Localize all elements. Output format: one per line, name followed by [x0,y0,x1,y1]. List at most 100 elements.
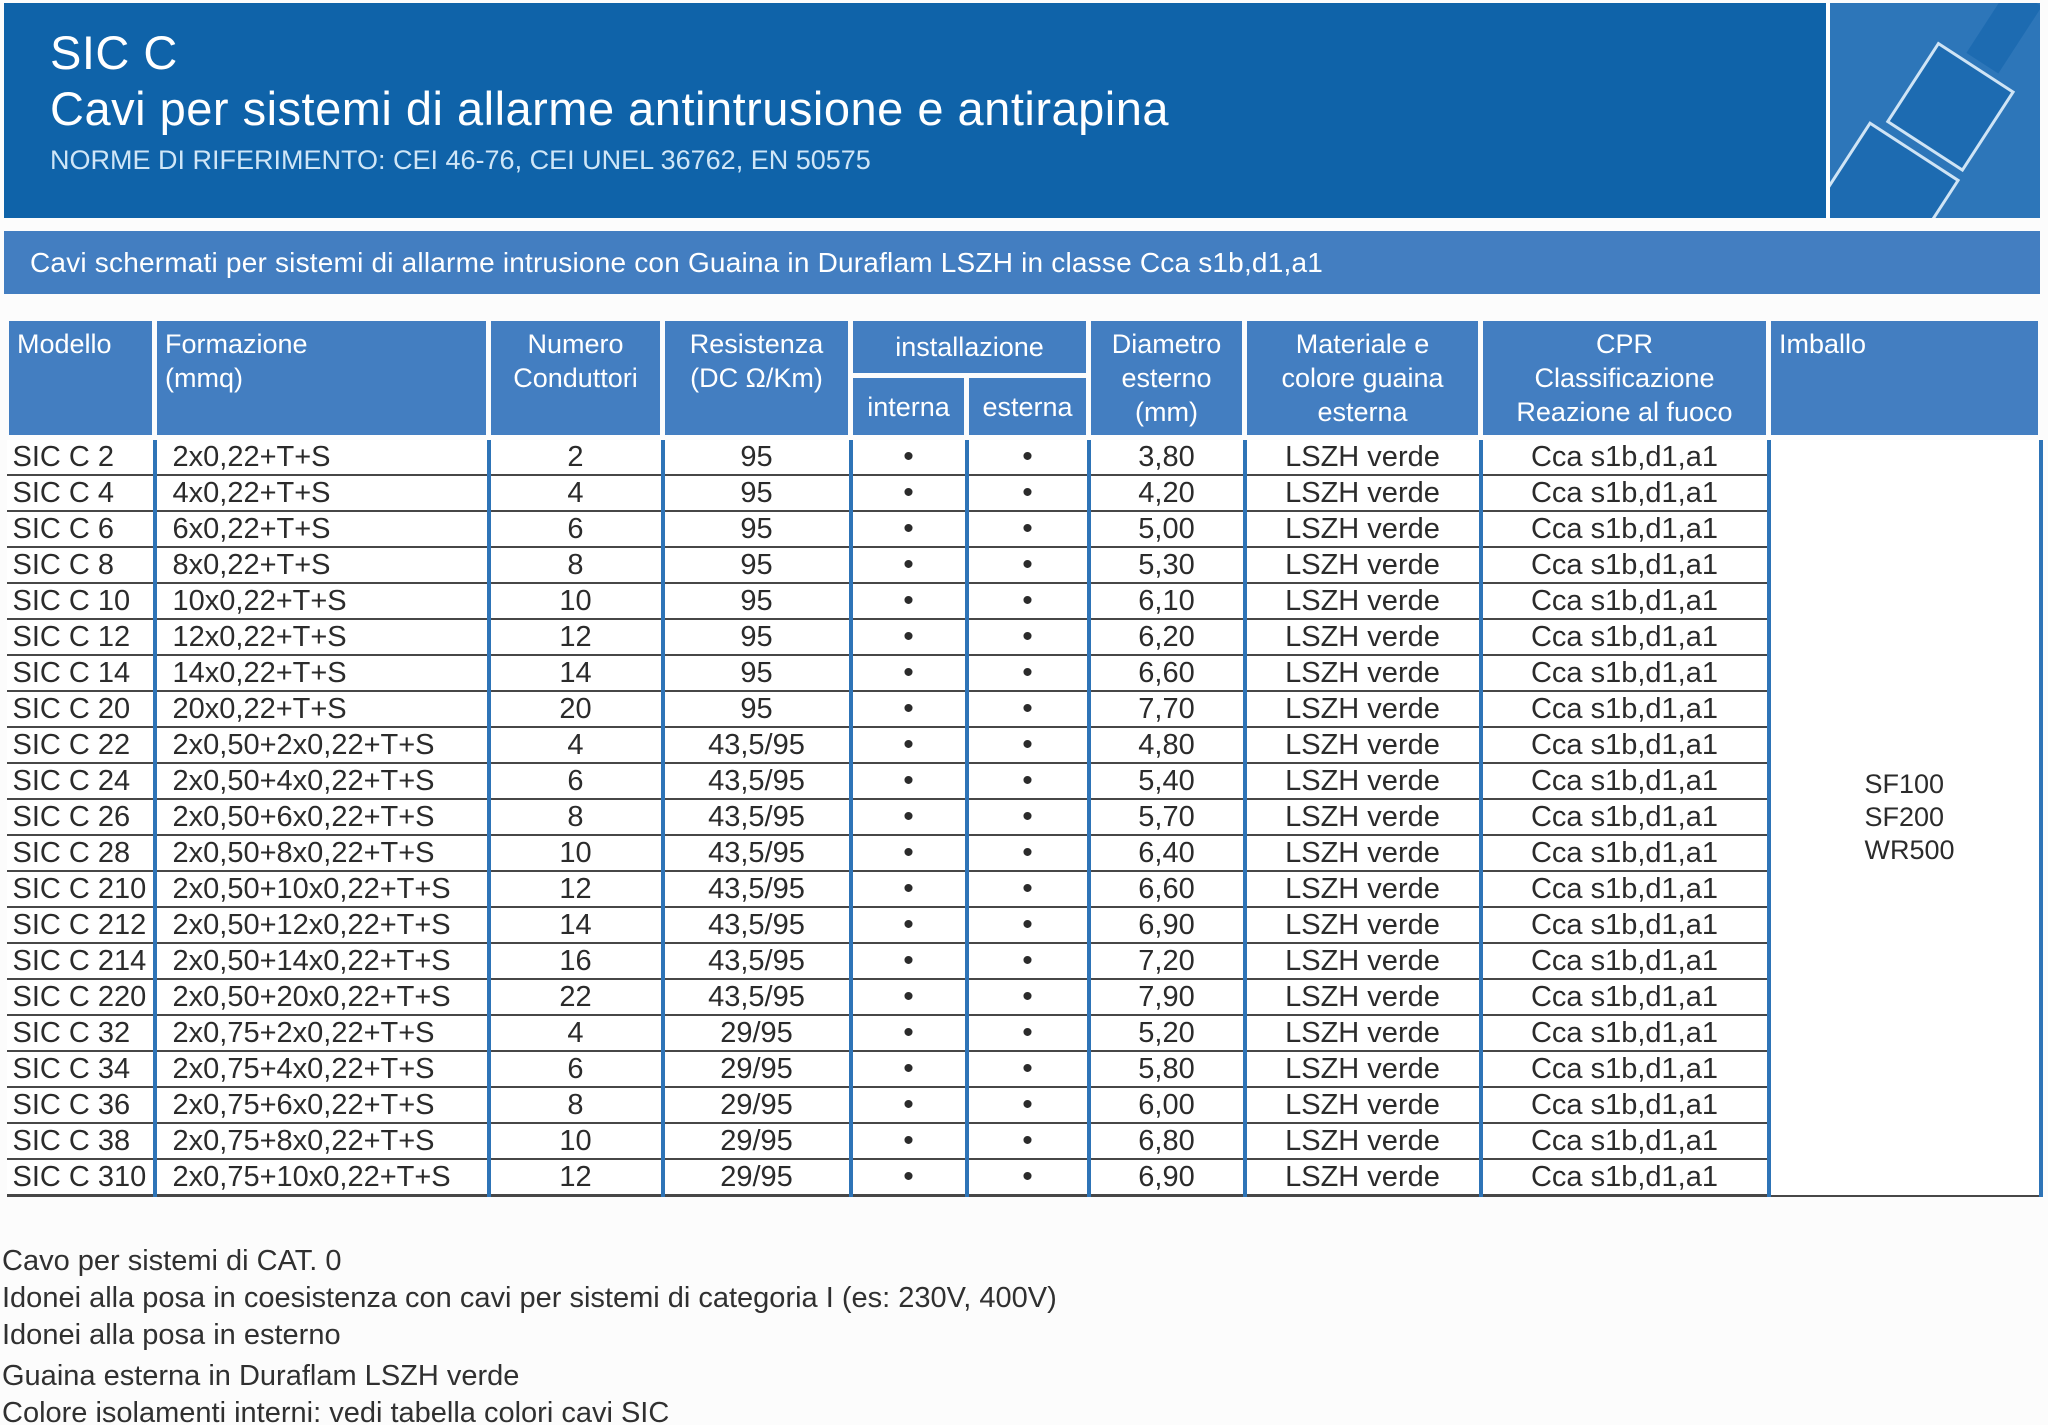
model-cell: SIC C 26 [6,799,157,836]
col-header-materiale: Materiale e colore guaina esterna [1242,316,1483,440]
model-cell: SIC C 310 [6,1159,157,1197]
install-esterna-dot: • [964,511,1091,548]
cpr-cell: Cca s1b,d1,a1 [1478,1087,1771,1124]
col-header-interna: interna [848,373,969,440]
conductors-cell: 10 [486,1123,665,1160]
cpr-cell: Cca s1b,d1,a1 [1478,799,1771,836]
diameter-cell: 5,30 [1086,547,1247,584]
note-line: Idonei alla posa in esterno [2,1319,341,1351]
diameter-cell: 6,90 [1086,907,1247,944]
formation-cell: 2x0,22+T+S [152,437,491,476]
diameter-cell: 6,60 [1086,871,1247,908]
formation-cell: 6x0,22+T+S [152,511,491,548]
conductors-cell: 4 [486,475,665,512]
cpr-cell: Cca s1b,d1,a1 [1478,871,1771,908]
resistance-cell: 95 [660,619,853,656]
table-row: SIC C 24 2x0,50+4x0,22+T+S 6 43,5/95 • •… [6,763,2041,800]
resistance-cell: 95 [660,511,853,548]
install-interna-dot: • [848,583,969,620]
formation-cell: 2x0,50+10x0,22+T+S [152,871,491,908]
formation-cell: 2x0,50+6x0,22+T+S [152,799,491,836]
install-interna-dot: • [848,871,969,908]
conductors-cell: 2 [486,437,665,476]
install-interna-dot: • [848,1015,969,1052]
note-line: Guaina esterna in Duraflam LSZH verde [2,1360,520,1392]
formation-cell: 8x0,22+T+S [152,547,491,584]
resistance-cell: 95 [660,437,853,476]
install-esterna-dot: • [964,1051,1091,1088]
model-cell: SIC C 38 [6,1123,157,1160]
install-interna-dot: • [848,979,969,1016]
formazione-label: Formazione [165,329,308,359]
cpr-cell: Cca s1b,d1,a1 [1478,475,1771,512]
resistenza-unit-label: (DC Ω/Km) [690,363,823,393]
material-cell: LSZH verde [1242,511,1483,548]
cable-icon [1830,3,2040,218]
table-row: SIC C 212 2x0,50+12x0,22+T+S 14 43,5/95 … [6,907,2041,944]
cpr-cell: Cca s1b,d1,a1 [1478,943,1771,980]
table-row: SIC C 28 2x0,50+8x0,22+T+S 10 43,5/95 • … [6,835,2041,872]
conductors-cell: 20 [486,691,665,728]
note-line: Idonei alla posa in coesistenza con cavi… [2,1282,1057,1314]
model-cell: SIC C 4 [6,475,157,512]
series-banner: Cavi schermati per sistemi di allarme in… [4,231,2040,294]
conductors-cell: 8 [486,547,665,584]
install-esterna-dot: • [964,907,1091,944]
formation-cell: 2x0,50+12x0,22+T+S [152,907,491,944]
resistance-cell: 43,5/95 [660,979,853,1016]
model-cell: SIC C 24 [6,763,157,800]
header-row-2: interna esterna [7,373,2041,440]
install-esterna-dot: • [964,547,1091,584]
material-cell: LSZH verde [1242,1159,1483,1197]
diameter-cell: 3,80 [1086,437,1247,476]
header-text-block: SIC C Cavi per sistemi di allarme antint… [50,25,1169,176]
diametro-label-1: Diametro [1111,329,1222,359]
install-interna-dot: • [848,691,969,728]
install-interna-dot: • [848,763,969,800]
cable-stem-shape [1966,3,2040,74]
material-cell: LSZH verde [1242,547,1483,584]
install-esterna-dot: • [964,475,1091,512]
col-header-imballo: Imballo [1766,316,2043,440]
conductors-cell: 14 [486,907,665,944]
diameter-cell: 7,70 [1086,691,1247,728]
formation-cell: 2x0,50+20x0,22+T+S [152,979,491,1016]
cpr-cell: Cca s1b,d1,a1 [1478,1015,1771,1052]
table-row: SIC C 310 2x0,75+10x0,22+T+S 12 29/95 • … [6,1159,2041,1197]
model-cell: SIC C 220 [6,979,157,1016]
material-cell: LSZH verde [1242,655,1483,692]
install-esterna-dot: • [964,979,1091,1016]
resistance-cell: 43,5/95 [660,799,853,836]
cpr-cell: Cca s1b,d1,a1 [1478,763,1771,800]
diameter-cell: 5,80 [1086,1051,1247,1088]
model-cell: SIC C 8 [6,547,157,584]
model-cell: SIC C 14 [6,655,157,692]
resistance-cell: 95 [660,583,853,620]
resistance-cell: 95 [660,475,853,512]
table-row: SIC C 12 12x0,22+T+S 12 95 • • 6,20 LSZH… [6,619,2041,656]
formation-cell: 14x0,22+T+S [152,655,491,692]
material-cell: LSZH verde [1242,979,1483,1016]
material-cell: LSZH verde [1242,907,1483,944]
install-esterna-dot: • [964,763,1091,800]
table-row: SIC C 2 2x0,22+T+S 2 95 • • 3,80 LSZH ve… [6,437,2043,1197]
conduttori-label: Conduttori [513,363,638,393]
formation-cell: 2x0,75+10x0,22+T+S [152,1159,491,1197]
diameter-cell: 4,20 [1086,475,1247,512]
material-cell: LSZH verde [1242,727,1483,764]
resistance-cell: 43,5/95 [660,727,853,764]
formation-cell: 2x0,50+4x0,22+T+S [152,763,491,800]
diameter-cell: 6,10 [1086,583,1247,620]
formation-cell: 2x0,50+2x0,22+T+S [152,727,491,764]
cpr-label-3: Reazione al fuoco [1516,397,1733,427]
install-esterna-dot: • [964,583,1091,620]
conductors-cell: 6 [486,511,665,548]
material-cell: LSZH verde [1242,871,1483,908]
diameter-cell: 5,20 [1086,1015,1247,1052]
install-interna-dot: • [848,1087,969,1124]
material-cell: LSZH verde [1242,1123,1483,1160]
cpr-cell: Cca s1b,d1,a1 [1478,1051,1771,1088]
page-title: Cavi per sistemi di allarme antintrusion… [50,82,1169,135]
diameter-cell: 6,80 [1086,1123,1247,1160]
resistance-cell: 43,5/95 [660,943,853,980]
